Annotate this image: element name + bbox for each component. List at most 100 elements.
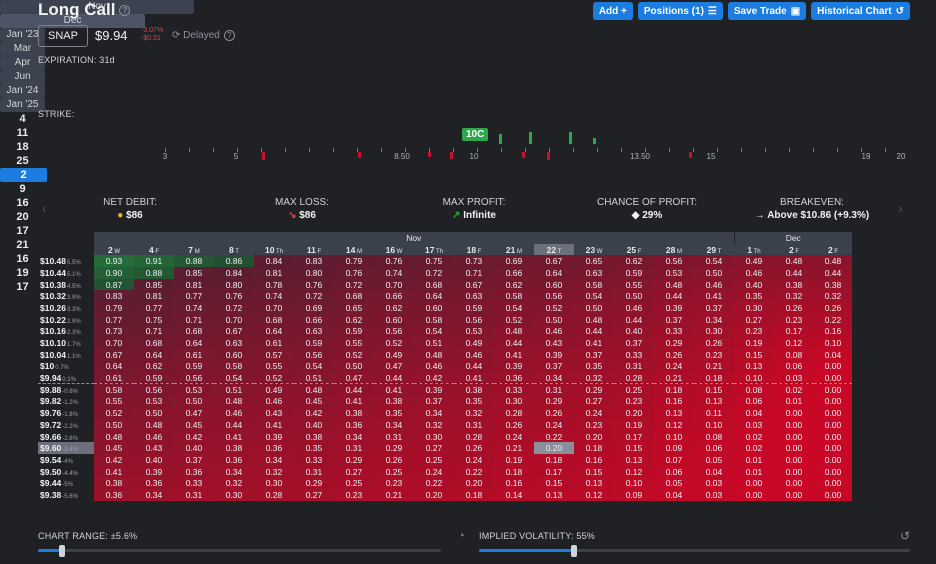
- pl-cell[interactable]: 0.50: [134, 407, 174, 419]
- pl-cell[interactable]: 0.19: [734, 337, 774, 349]
- date-column-header[interactable]: 10 Th: [254, 243, 294, 256]
- pl-cell[interactable]: 0.00: [774, 442, 814, 455]
- pl-cell[interactable]: 0.02: [774, 383, 814, 396]
- pl-cell[interactable]: 0.22: [814, 313, 852, 326]
- pl-cell[interactable]: 0.41: [454, 372, 494, 384]
- pl-cell[interactable]: 0.67: [534, 255, 574, 268]
- date-column-header[interactable]: 2 W: [94, 243, 134, 256]
- pl-cell[interactable]: 0.40: [734, 278, 774, 291]
- pl-cell[interactable]: 0.35: [454, 395, 494, 408]
- pl-cell[interactable]: 0.37: [614, 337, 654, 349]
- pl-cell[interactable]: 0.68: [134, 337, 174, 349]
- date-column-header[interactable]: 29 T: [694, 243, 734, 256]
- pl-cell[interactable]: 0.38: [294, 430, 334, 443]
- pl-cell[interactable]: 0.46: [414, 360, 454, 373]
- pl-cell[interactable]: 0.59: [614, 267, 654, 279]
- pl-cell[interactable]: 0.80: [294, 267, 334, 279]
- date-column-header[interactable]: 28 M: [654, 243, 694, 256]
- month-jan-24[interactable]: Jan '24: [0, 84, 45, 98]
- prev-arrow-icon[interactable]: ‹: [42, 200, 47, 216]
- pl-cell[interactable]: 0.09: [614, 489, 654, 501]
- pl-cell[interactable]: 0.90: [94, 267, 134, 279]
- pl-cell[interactable]: 0.53: [454, 325, 494, 338]
- pl-cell[interactable]: 0.20: [454, 477, 494, 490]
- pl-cell[interactable]: 0.00: [814, 430, 852, 443]
- pl-cell[interactable]: 0.68: [334, 290, 374, 303]
- pl-cell[interactable]: 0.41: [94, 465, 134, 478]
- pl-cell[interactable]: 0.62: [334, 313, 374, 326]
- pl-cell[interactable]: 0.26: [694, 337, 734, 349]
- date-column-header[interactable]: 11 F: [294, 243, 334, 256]
- pl-cell[interactable]: 0.41: [254, 419, 294, 431]
- pl-cell[interactable]: 0.44: [574, 325, 614, 338]
- pl-cell[interactable]: 0.28: [494, 407, 534, 419]
- pl-cell[interactable]: 0.48: [214, 395, 254, 408]
- pl-cell[interactable]: 0.47: [174, 407, 214, 419]
- pl-cell[interactable]: 0.50: [534, 313, 574, 326]
- pl-cell[interactable]: 0.31: [334, 442, 374, 455]
- date-column-header[interactable]: 2 F: [814, 243, 852, 256]
- pl-cell[interactable]: 0.19: [494, 454, 534, 466]
- pl-cell[interactable]: 0.35: [374, 407, 414, 419]
- pl-cell[interactable]: 0.00: [774, 465, 814, 478]
- pl-cell[interactable]: 0.46: [214, 407, 254, 419]
- pl-cell[interactable]: 0.68: [254, 313, 294, 326]
- pl-cell[interactable]: 0.22: [414, 477, 454, 490]
- expiration-day[interactable]: 25: [16, 155, 29, 167]
- pl-cell[interactable]: 0.33: [614, 348, 654, 361]
- pl-cell[interactable]: 0.40: [294, 419, 334, 431]
- pl-cell[interactable]: 0.23: [574, 419, 614, 431]
- pl-cell[interactable]: 0.71: [134, 325, 174, 338]
- pl-cell[interactable]: 0.41: [494, 348, 534, 361]
- pl-cell[interactable]: 0.24: [534, 419, 574, 431]
- pl-cell[interactable]: 0.18: [694, 372, 734, 384]
- pl-cell[interactable]: 0.55: [254, 360, 294, 373]
- save-trade-button[interactable]: Save Trade ▣: [727, 2, 807, 20]
- pl-cell[interactable]: 0.41: [334, 395, 374, 408]
- pl-cell[interactable]: 0.81: [254, 267, 294, 279]
- pl-cell[interactable]: 0.02: [734, 430, 774, 443]
- pl-cell[interactable]: 0.00: [734, 477, 774, 490]
- pl-cell[interactable]: 0.56: [454, 313, 494, 326]
- pl-cell[interactable]: 0.91: [134, 255, 174, 268]
- pl-cell[interactable]: 0.59: [334, 325, 374, 338]
- pl-cell[interactable]: 0.36: [174, 465, 214, 478]
- pl-cell[interactable]: 0.52: [94, 407, 134, 419]
- pl-cell[interactable]: 0.36: [334, 419, 374, 431]
- pl-cell[interactable]: 0.50: [334, 360, 374, 373]
- date-column-header[interactable]: 21 M: [494, 243, 534, 256]
- pl-cell[interactable]: 0.00: [814, 372, 852, 384]
- pl-cell[interactable]: 0.73: [94, 325, 134, 338]
- pl-cell[interactable]: 0.37: [654, 313, 694, 326]
- pl-cell[interactable]: 0.00: [814, 395, 852, 408]
- pl-cell[interactable]: 0.49: [254, 383, 294, 396]
- pl-cell[interactable]: 0.48: [414, 348, 454, 361]
- pl-cell[interactable]: 0.83: [294, 255, 334, 268]
- pl-cell[interactable]: 0.69: [294, 302, 334, 314]
- pl-cell[interactable]: 0.85: [134, 278, 174, 291]
- pl-cell[interactable]: 0.27: [334, 465, 374, 478]
- pl-cell[interactable]: 0.31: [454, 419, 494, 431]
- pl-cell[interactable]: 0.88: [134, 267, 174, 279]
- pl-cell[interactable]: 0.35: [574, 360, 614, 373]
- pl-cell[interactable]: 0.23: [614, 395, 654, 408]
- pl-cell[interactable]: 0.64: [254, 325, 294, 338]
- date-column-header[interactable]: 1 Th: [734, 243, 774, 256]
- pl-cell[interactable]: 0.56: [134, 383, 174, 396]
- pl-cell[interactable]: 0.61: [94, 372, 134, 384]
- pl-cell[interactable]: 0.29: [574, 383, 614, 396]
- pl-cell[interactable]: 0.79: [334, 255, 374, 268]
- pl-cell[interactable]: 0.60: [414, 302, 454, 314]
- pl-cell[interactable]: 0.58: [94, 383, 134, 396]
- pl-cell[interactable]: 0.12: [574, 489, 614, 501]
- pl-cell[interactable]: 0.19: [614, 419, 654, 431]
- pl-cell[interactable]: 0.20: [614, 407, 654, 419]
- help-icon[interactable]: ?: [223, 30, 235, 41]
- pl-cell[interactable]: 0.44: [374, 372, 414, 384]
- date-column-header[interactable]: 23 W: [574, 243, 614, 256]
- pl-cell[interactable]: 0.80: [214, 278, 254, 291]
- pl-cell[interactable]: 0.00: [814, 442, 852, 455]
- pl-cell[interactable]: 0.28: [454, 430, 494, 443]
- pl-cell[interactable]: 0.00: [814, 465, 852, 478]
- pl-cell[interactable]: 0.34: [414, 407, 454, 419]
